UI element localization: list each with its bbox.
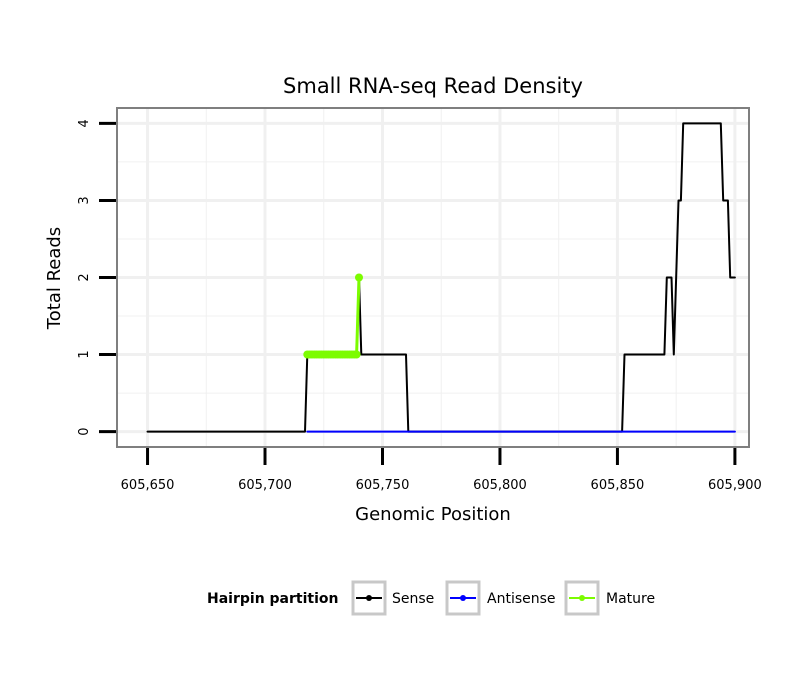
legend: Hairpin partition Sense Antisense Mature xyxy=(207,580,655,616)
y-tick-label: 3 xyxy=(77,196,92,204)
chart-title: Small RNA-seq Read Density xyxy=(283,74,583,98)
legend-item-antisense: Antisense xyxy=(445,580,556,616)
series-point-mature xyxy=(355,273,363,282)
x-tick-label: 605,850 xyxy=(591,478,645,493)
x-tick-label: 605,800 xyxy=(473,478,527,493)
x-axis-label: Genomic Position xyxy=(355,504,511,525)
x-tick-label: 605,750 xyxy=(356,478,410,493)
legend-title: Hairpin partition xyxy=(207,591,338,607)
series-point-mature xyxy=(352,350,361,359)
legend-point-sense xyxy=(366,595,372,601)
y-axis-label: Total Reads xyxy=(44,227,65,330)
x-tick-label: 605,650 xyxy=(121,478,175,493)
x-tick-label: 605,900 xyxy=(708,478,762,493)
legend-label-sense: Sense xyxy=(392,591,434,607)
plot-border xyxy=(116,107,750,448)
legend-label-antisense: Antisense xyxy=(487,591,556,607)
axis-layer: 605,650 605,700 605,750 605,800 605,850 605,9… xyxy=(77,119,762,493)
y-tick-label: 0 xyxy=(77,427,92,435)
series-layer xyxy=(146,122,736,433)
legend-point-mature xyxy=(579,595,585,601)
y-tick-label: 1 xyxy=(77,350,92,358)
legend-point-antisense xyxy=(460,595,466,601)
legend-item-mature: Mature xyxy=(564,580,655,616)
y-tick-label: 2 xyxy=(77,273,92,281)
legend-label-mature: Mature xyxy=(606,591,655,607)
x-tick-label: 605,700 xyxy=(238,478,292,493)
y-tick-label: 4 xyxy=(77,119,92,127)
legend-item-sense: Sense xyxy=(351,580,434,616)
